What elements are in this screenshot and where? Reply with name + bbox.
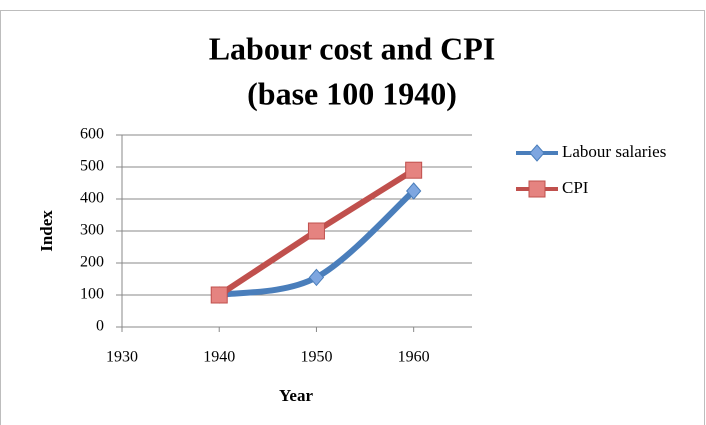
- y-tick-label: 300: [80, 222, 104, 239]
- legend-label: CPI: [562, 178, 589, 197]
- y-tick-label: 100: [80, 286, 104, 303]
- y-tick-label: 400: [80, 190, 104, 207]
- x-axis-label: Year: [279, 386, 313, 405]
- y-axis-label: Index: [37, 210, 56, 252]
- y-tick-label: 600: [80, 126, 104, 143]
- marker: [210, 286, 228, 304]
- y-tick-label: 0: [96, 318, 104, 335]
- x-tick-label: 1950: [300, 349, 332, 366]
- legend-label: Labour salaries: [562, 142, 666, 161]
- marker: [308, 268, 325, 287]
- x-tick-label: 1960: [398, 349, 430, 366]
- marker: [529, 144, 545, 162]
- marker: [307, 222, 325, 240]
- marker: [528, 180, 546, 198]
- y-tick-label: 500: [80, 158, 104, 175]
- x-tick-label: 1930: [106, 349, 138, 366]
- chart-title: (base 100 1940): [247, 75, 457, 111]
- y-tick-label: 200: [80, 254, 104, 271]
- x-tick-label: 1940: [203, 349, 235, 366]
- marker: [405, 161, 423, 179]
- chart-frame: [0, 10, 705, 425]
- chart-title: Labour cost and CPI: [209, 30, 496, 66]
- marker: [406, 182, 422, 200]
